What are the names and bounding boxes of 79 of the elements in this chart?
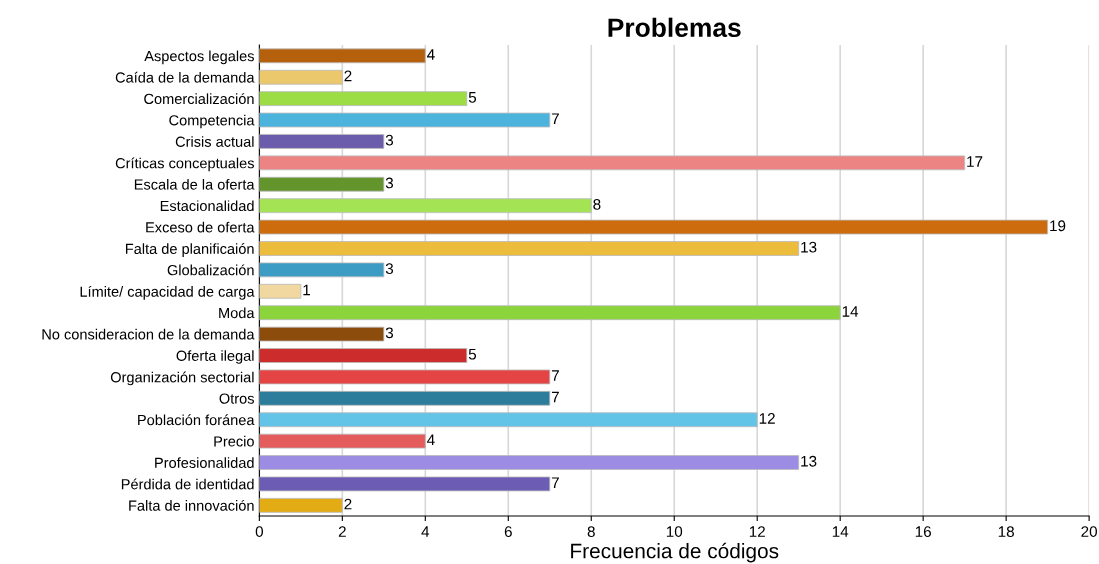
y-tick-label: Falta de innovación xyxy=(129,499,254,511)
bar xyxy=(259,91,468,107)
data-label: 19 xyxy=(1050,220,1066,232)
y-tick-label: Aspectos legales xyxy=(144,50,254,65)
y-tick-label: Moda xyxy=(219,307,255,319)
bar xyxy=(259,48,426,64)
y-tick-label: Globalización xyxy=(167,264,254,276)
data-label: 4 xyxy=(427,49,435,60)
bar xyxy=(259,134,385,149)
data-label: 3 xyxy=(385,263,394,274)
y-tick-label: Escala de la oferta xyxy=(134,178,255,190)
bar xyxy=(259,348,468,363)
y-tick-label: Competencia xyxy=(169,114,255,129)
bar xyxy=(259,198,592,214)
y-tick-label: No consideracion de la demanda xyxy=(42,328,255,340)
y-tick-label: Pérdida de identidad xyxy=(121,478,254,490)
x-axis-title: Frecuencia de códigos xyxy=(571,542,779,563)
y-tick-label: Estacionalidad xyxy=(160,200,254,212)
data-label: 7 xyxy=(551,113,559,124)
bar xyxy=(259,219,1049,235)
y-tick-label: Límite/ capacidad de carga xyxy=(80,285,255,300)
y-tick-label: Crisis actual xyxy=(175,136,254,147)
bar xyxy=(259,262,385,278)
bar xyxy=(259,390,551,406)
x-tick-label: 4 xyxy=(421,526,430,537)
x-tick-label: 12 xyxy=(749,526,765,537)
y-tick-label: Oferta ilegal xyxy=(176,350,254,364)
x-tick-label: 2 xyxy=(338,526,346,537)
bar xyxy=(259,476,551,492)
data-label: 2 xyxy=(344,70,352,82)
data-label: 1 xyxy=(303,284,310,296)
y-tick-label: Comercialización xyxy=(144,93,254,105)
data-label: 2 xyxy=(344,498,352,510)
bar xyxy=(259,412,758,428)
bar xyxy=(259,283,302,299)
data-label: 7 xyxy=(551,391,559,403)
data-label: 5 xyxy=(468,92,477,103)
bar xyxy=(259,369,551,385)
y-tick-label: Caída de la demanda xyxy=(115,71,255,83)
bar xyxy=(259,497,343,513)
bar xyxy=(259,433,426,449)
bar xyxy=(259,305,841,321)
data-label: 4 xyxy=(427,434,435,446)
data-label: 7 xyxy=(551,370,559,381)
y-tick-label: Profesionalidad xyxy=(155,457,254,468)
x-tick-label: 10 xyxy=(666,526,683,537)
x-tick-label: 20 xyxy=(1081,526,1098,537)
y-tick-label: Exceso de oferta xyxy=(146,221,255,233)
data-label: 13 xyxy=(801,455,817,467)
data-label: 5 xyxy=(468,348,477,360)
y-tick-label: Falta de planificaión xyxy=(126,243,254,257)
x-tick-label: 18 xyxy=(998,526,1014,537)
bar xyxy=(259,455,800,470)
data-label: 3 xyxy=(385,134,394,146)
y-tick-label: Población foránea xyxy=(138,414,255,426)
y-tick-label: Críticas conceptuales xyxy=(115,157,254,172)
bar xyxy=(259,241,800,256)
x-tick-label: 6 xyxy=(504,526,512,537)
data-label: 3 xyxy=(385,327,394,339)
bar xyxy=(259,112,551,128)
bar xyxy=(259,326,385,342)
data-label: 12 xyxy=(759,413,775,424)
bar xyxy=(259,176,385,192)
bar xyxy=(259,69,343,85)
x-tick-label: 16 xyxy=(915,526,931,537)
bar xyxy=(259,155,966,171)
data-label: 7 xyxy=(551,477,559,488)
x-tick-label: 14 xyxy=(832,526,849,537)
y-tick-label: Organización sectorial xyxy=(110,371,254,386)
chart-title: Problemas xyxy=(608,17,741,38)
x-tick-label: 0 xyxy=(255,526,264,537)
y-tick-label: Precio xyxy=(214,435,254,447)
data-label: 8 xyxy=(593,198,601,210)
x-tick-label: 8 xyxy=(587,526,595,537)
data-label: 13 xyxy=(801,241,817,253)
data-label: 3 xyxy=(385,177,394,189)
y-tick-label: Otros xyxy=(219,393,254,404)
data-label: 14 xyxy=(842,306,859,317)
data-label: 17 xyxy=(967,156,983,167)
